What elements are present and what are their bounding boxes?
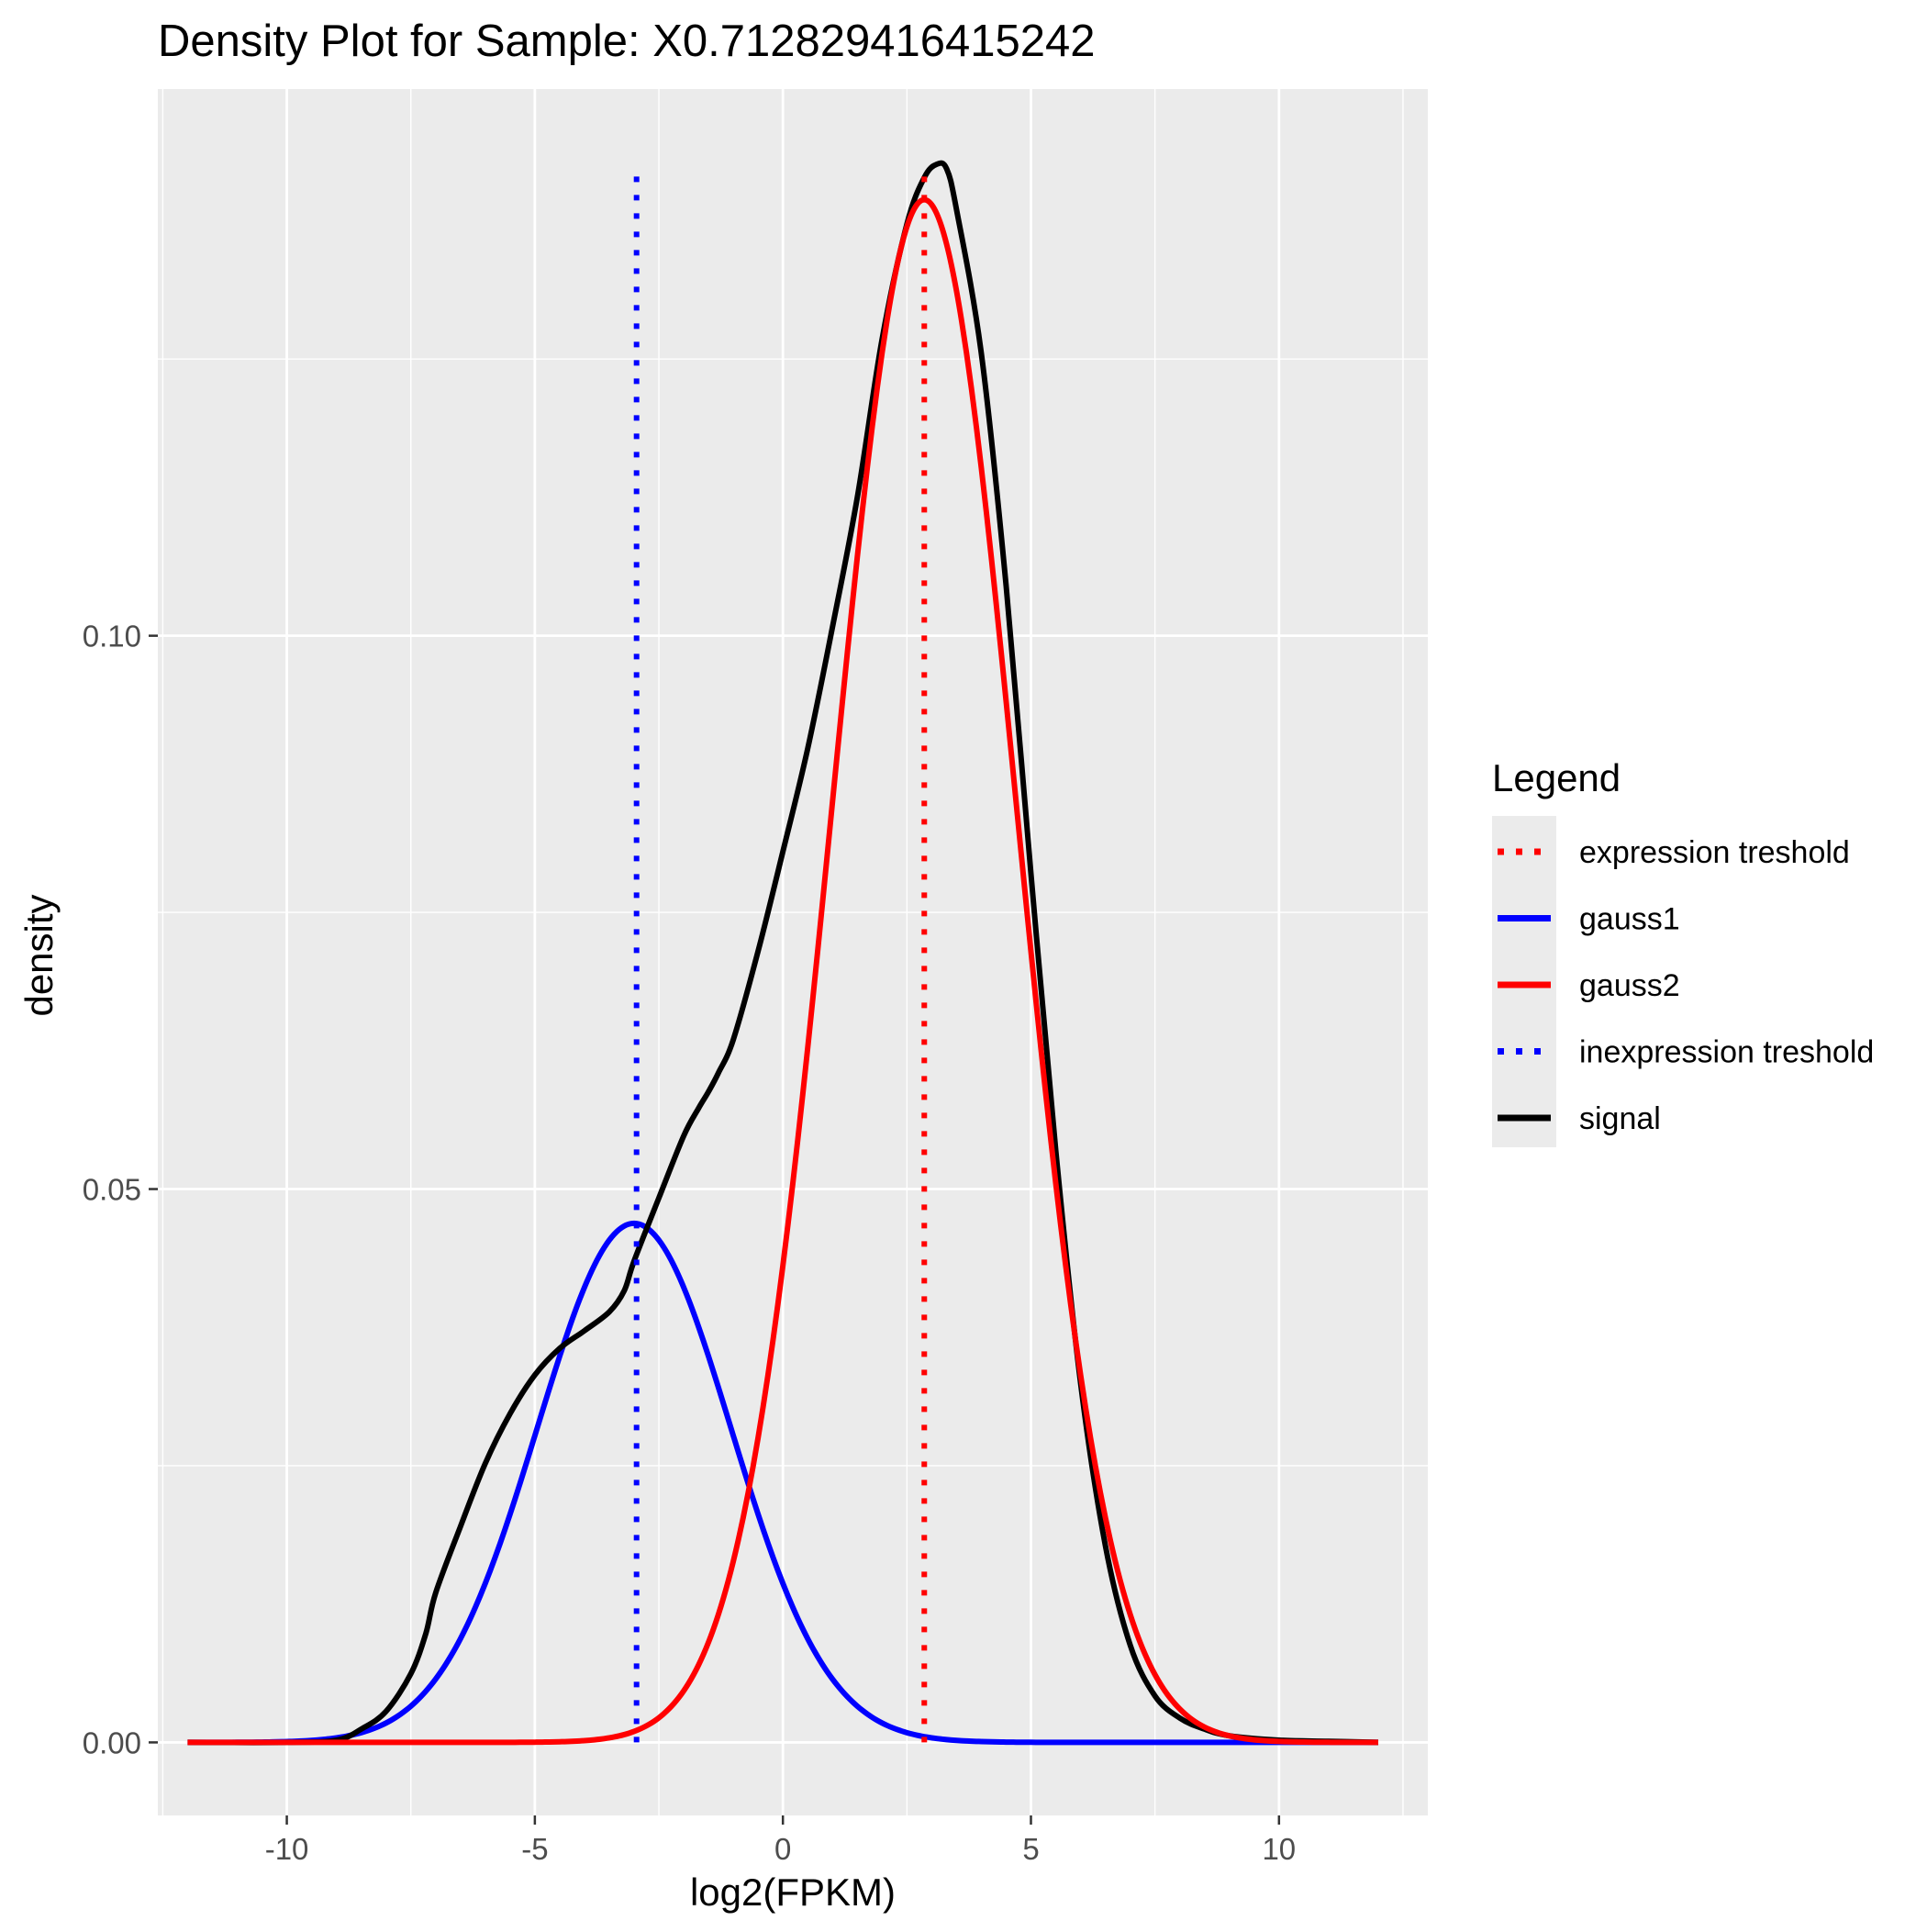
y-tick-label: 0.05 (83, 1173, 141, 1207)
x-axis-label: log2(FPKM) (690, 1871, 896, 1914)
x-tick-label: -5 (521, 1832, 548, 1866)
legend-label: inexpression treshold (1579, 1035, 1874, 1070)
chart-title: Density Plot for Sample: X0.712829416415… (158, 17, 1096, 66)
plot-panel (158, 89, 1428, 1815)
series-line-gauss1 (187, 1220, 1378, 1746)
x-tick-label: 5 (1022, 1832, 1039, 1866)
x-tick-label: 10 (1262, 1832, 1296, 1866)
legend-label: gauss2 (1579, 968, 1680, 1003)
y-tick-label: 0.10 (83, 620, 141, 653)
legend-entries: expression treshold gauss1 gauss2 inexpress… (1498, 835, 1874, 1136)
series-line-signal (187, 160, 1379, 1746)
x-tick-label: -10 (265, 1832, 309, 1866)
legend-label: gauss1 (1579, 902, 1680, 937)
y-axis-label: density (17, 894, 61, 1016)
legend-label: signal (1579, 1101, 1661, 1136)
panel-background (158, 89, 1428, 1815)
series-line-gauss2 (187, 196, 1378, 1746)
legend-title: Legend (1492, 756, 1621, 799)
y-tick-label: 0.00 (83, 1725, 141, 1759)
legend-label: expression treshold (1579, 835, 1850, 870)
x-tick-label: 0 (774, 1832, 791, 1866)
legend: Legend expression treshold gauss1 gauss2 in… (1492, 756, 1874, 1147)
